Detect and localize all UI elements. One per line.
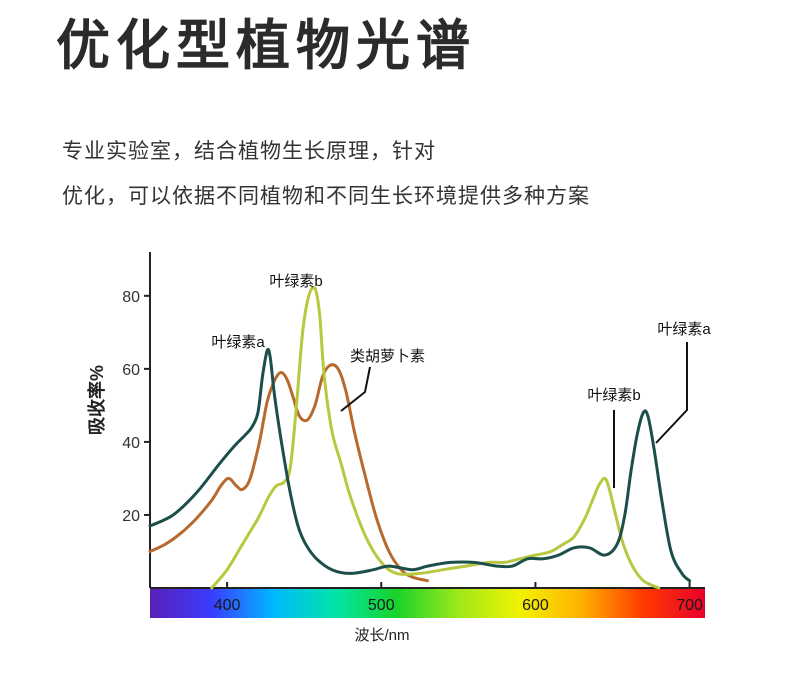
y-tick-label: 20 xyxy=(122,508,140,525)
x-tick-label: 600 xyxy=(522,597,549,614)
y-tick-label: 80 xyxy=(122,289,140,306)
description-line-1: 专业实验室，结合植物生长原理，针对 xyxy=(62,139,436,163)
annotation-leader-line xyxy=(340,366,371,412)
page-title: 优化型植物光谱 xyxy=(56,14,476,77)
annotation-leader-line xyxy=(655,342,688,444)
description-line-2: 优化，可以依据不同植物和不同生长环境提供多种方案 xyxy=(62,184,590,208)
annotation-label: 叶绿素a xyxy=(657,321,711,338)
carotenoid-curve xyxy=(148,363,429,583)
annotation-label: 叶绿素b xyxy=(587,387,640,404)
y-axis-label: 吸收率% xyxy=(86,365,107,435)
chlorophyll-b-curve xyxy=(210,285,661,590)
x-tick-label: 500 xyxy=(368,597,395,614)
x-tick-label: 700 xyxy=(676,597,703,614)
annotation-label: 类胡萝卜素 xyxy=(350,348,425,365)
wavelength-spectrum-bar xyxy=(150,588,705,618)
chlorophyll-a-curve xyxy=(148,347,692,583)
y-tick-label: 60 xyxy=(122,362,140,379)
annotation-label: 叶绿素b xyxy=(269,273,322,290)
x-tick-label: 400 xyxy=(214,597,241,614)
y-tick-label: 40 xyxy=(122,435,140,452)
annotation-label: 叶绿素a xyxy=(211,334,265,351)
x-axis-label: 波长/nm xyxy=(354,627,409,644)
